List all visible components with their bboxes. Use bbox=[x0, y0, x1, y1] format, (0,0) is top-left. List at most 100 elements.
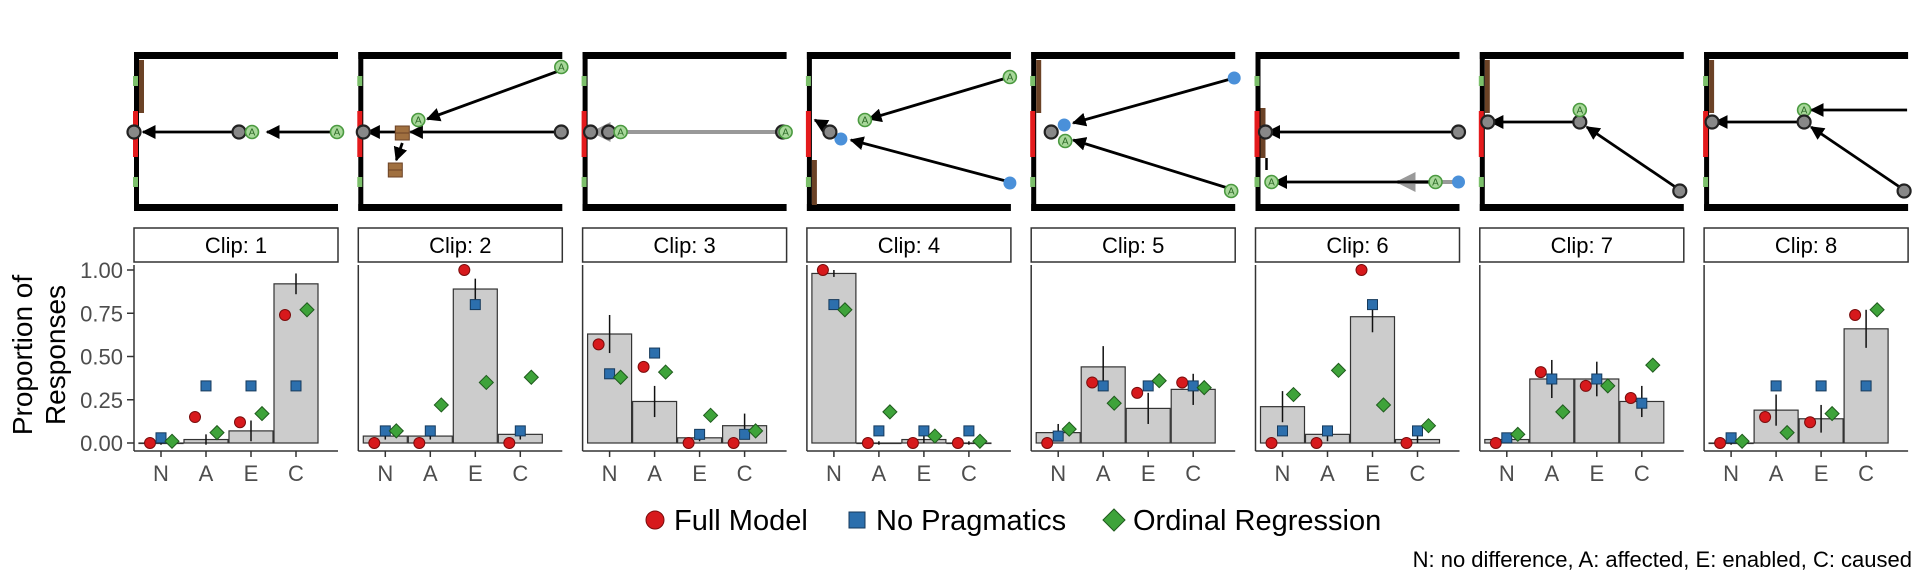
scene-clip-6: AA bbox=[1254, 52, 1467, 211]
no-pragmatics-point bbox=[1187, 380, 1199, 392]
ordinal-regression-point bbox=[523, 369, 540, 385]
scene-clip-4: AA bbox=[805, 52, 1018, 211]
x-tick-label: N bbox=[1499, 461, 1515, 486]
agent-marker bbox=[329, 124, 345, 140]
full-model-point bbox=[1176, 376, 1189, 389]
door bbox=[1484, 60, 1490, 113]
agent-glyph: A bbox=[1007, 73, 1014, 84]
strip-clip-7: Clip: 7 bbox=[1479, 227, 1685, 263]
agent-marker bbox=[1002, 69, 1018, 85]
x-tick-label: E bbox=[1814, 461, 1829, 486]
strip-box bbox=[357, 227, 564, 263]
trajectory-arrow bbox=[867, 75, 1011, 123]
x-tick-label: N bbox=[826, 461, 842, 486]
strip-box bbox=[133, 227, 339, 263]
x-tick-label: C bbox=[1185, 461, 1201, 486]
bottom-wall bbox=[134, 204, 338, 211]
no-pragmatics-point bbox=[1412, 425, 1423, 437]
blue-ball bbox=[1003, 176, 1017, 190]
ball bbox=[1450, 124, 1467, 140]
bottom-wall bbox=[1031, 204, 1236, 211]
full-model-point bbox=[1041, 437, 1054, 449]
full-model-point bbox=[189, 411, 201, 424]
top-wall bbox=[806, 52, 1011, 59]
full-model-point bbox=[144, 437, 156, 449]
ordinal-regression-point bbox=[1734, 433, 1750, 449]
agent-marker bbox=[778, 124, 793, 140]
agent-glyph: A bbox=[415, 116, 422, 127]
ball bbox=[553, 124, 569, 140]
agent-glyph: A bbox=[862, 116, 869, 127]
ball bbox=[355, 124, 371, 140]
bar bbox=[1125, 407, 1171, 444]
full-model-point bbox=[1310, 437, 1323, 449]
strip-box bbox=[1254, 227, 1461, 263]
legend-label: Full Model bbox=[674, 505, 808, 537]
x-tick-label: E bbox=[1589, 461, 1604, 486]
strip-clip-8: Clip: 8 bbox=[1703, 227, 1909, 263]
goal-marker-bottom bbox=[581, 177, 587, 187]
agent-glyph: A bbox=[782, 128, 789, 139]
full-model-point bbox=[1534, 366, 1547, 379]
ball bbox=[1043, 124, 1059, 140]
strip-label: Clip: 6 bbox=[1326, 233, 1388, 258]
trajectory-arrow bbox=[425, 68, 562, 122]
no-pragmatics-point bbox=[963, 425, 975, 437]
ordinal-regression-point bbox=[1420, 417, 1437, 434]
x-tick-label: E bbox=[692, 461, 707, 486]
strip-label: Clip: 4 bbox=[878, 233, 940, 258]
x-tick-label: A bbox=[1320, 461, 1335, 486]
goal-marker-bottom bbox=[1478, 177, 1484, 187]
trajectory-arrow bbox=[1585, 125, 1681, 192]
top-wall bbox=[582, 52, 787, 59]
full-model-point bbox=[906, 437, 919, 449]
goal-wall bbox=[1478, 111, 1484, 157]
x-tick-label: A bbox=[423, 461, 438, 486]
y-tick-label: 0.00 bbox=[80, 431, 123, 456]
goal-marker-bottom bbox=[1030, 177, 1036, 187]
ball bbox=[231, 124, 247, 140]
goal-marker-bottom bbox=[133, 177, 138, 187]
scene-clip-8: A bbox=[1703, 52, 1912, 211]
agent-marker bbox=[1572, 102, 1588, 118]
legend-label: No Pragmatics bbox=[876, 505, 1066, 537]
ordinal-regression-point bbox=[882, 404, 898, 420]
no-pragmatics-point bbox=[1546, 373, 1558, 385]
scene-clip-7: A bbox=[1478, 52, 1688, 211]
door bbox=[811, 160, 817, 205]
x-tick-label: N bbox=[153, 461, 169, 486]
no-pragmatics-point bbox=[469, 299, 481, 311]
bottom-wall bbox=[1704, 204, 1909, 211]
ordinal-regression-point bbox=[1555, 404, 1571, 420]
x-tick-label: A bbox=[1544, 461, 1559, 486]
x-tick-label: C bbox=[961, 461, 977, 486]
scene-clip-3: AA bbox=[581, 52, 793, 211]
strip-clip-5: Clip: 5 bbox=[1030, 227, 1236, 263]
strip-box bbox=[1479, 227, 1685, 263]
scene-clip-5: AA bbox=[1030, 52, 1241, 211]
full-model-point bbox=[368, 437, 381, 449]
strip-label: Clip: 2 bbox=[429, 233, 491, 258]
legend-key-no-pragmatics bbox=[848, 511, 866, 529]
bar bbox=[452, 288, 498, 444]
blue-ball bbox=[834, 132, 848, 146]
bottom-wall bbox=[1479, 204, 1684, 211]
no-pragmatics-point bbox=[873, 425, 885, 437]
ordinal-regression-point bbox=[1824, 405, 1840, 422]
bottom-wall bbox=[806, 204, 1011, 211]
x-tick-label: A bbox=[199, 461, 214, 486]
no-pragmatics-point bbox=[1860, 380, 1872, 392]
ordinal-regression-point bbox=[702, 407, 719, 424]
x-tick-label: N bbox=[602, 461, 618, 486]
ball bbox=[1480, 114, 1496, 130]
goal-marker-bottom bbox=[1254, 177, 1260, 187]
top-wall bbox=[1255, 52, 1460, 59]
no-pragmatics-point bbox=[918, 425, 930, 437]
strip-box bbox=[1703, 227, 1909, 263]
x-tick-label: C bbox=[288, 461, 304, 486]
no-pragmatics-point bbox=[739, 428, 751, 440]
full-model-point bbox=[234, 416, 246, 429]
ordinal-regression-point bbox=[1151, 373, 1167, 389]
